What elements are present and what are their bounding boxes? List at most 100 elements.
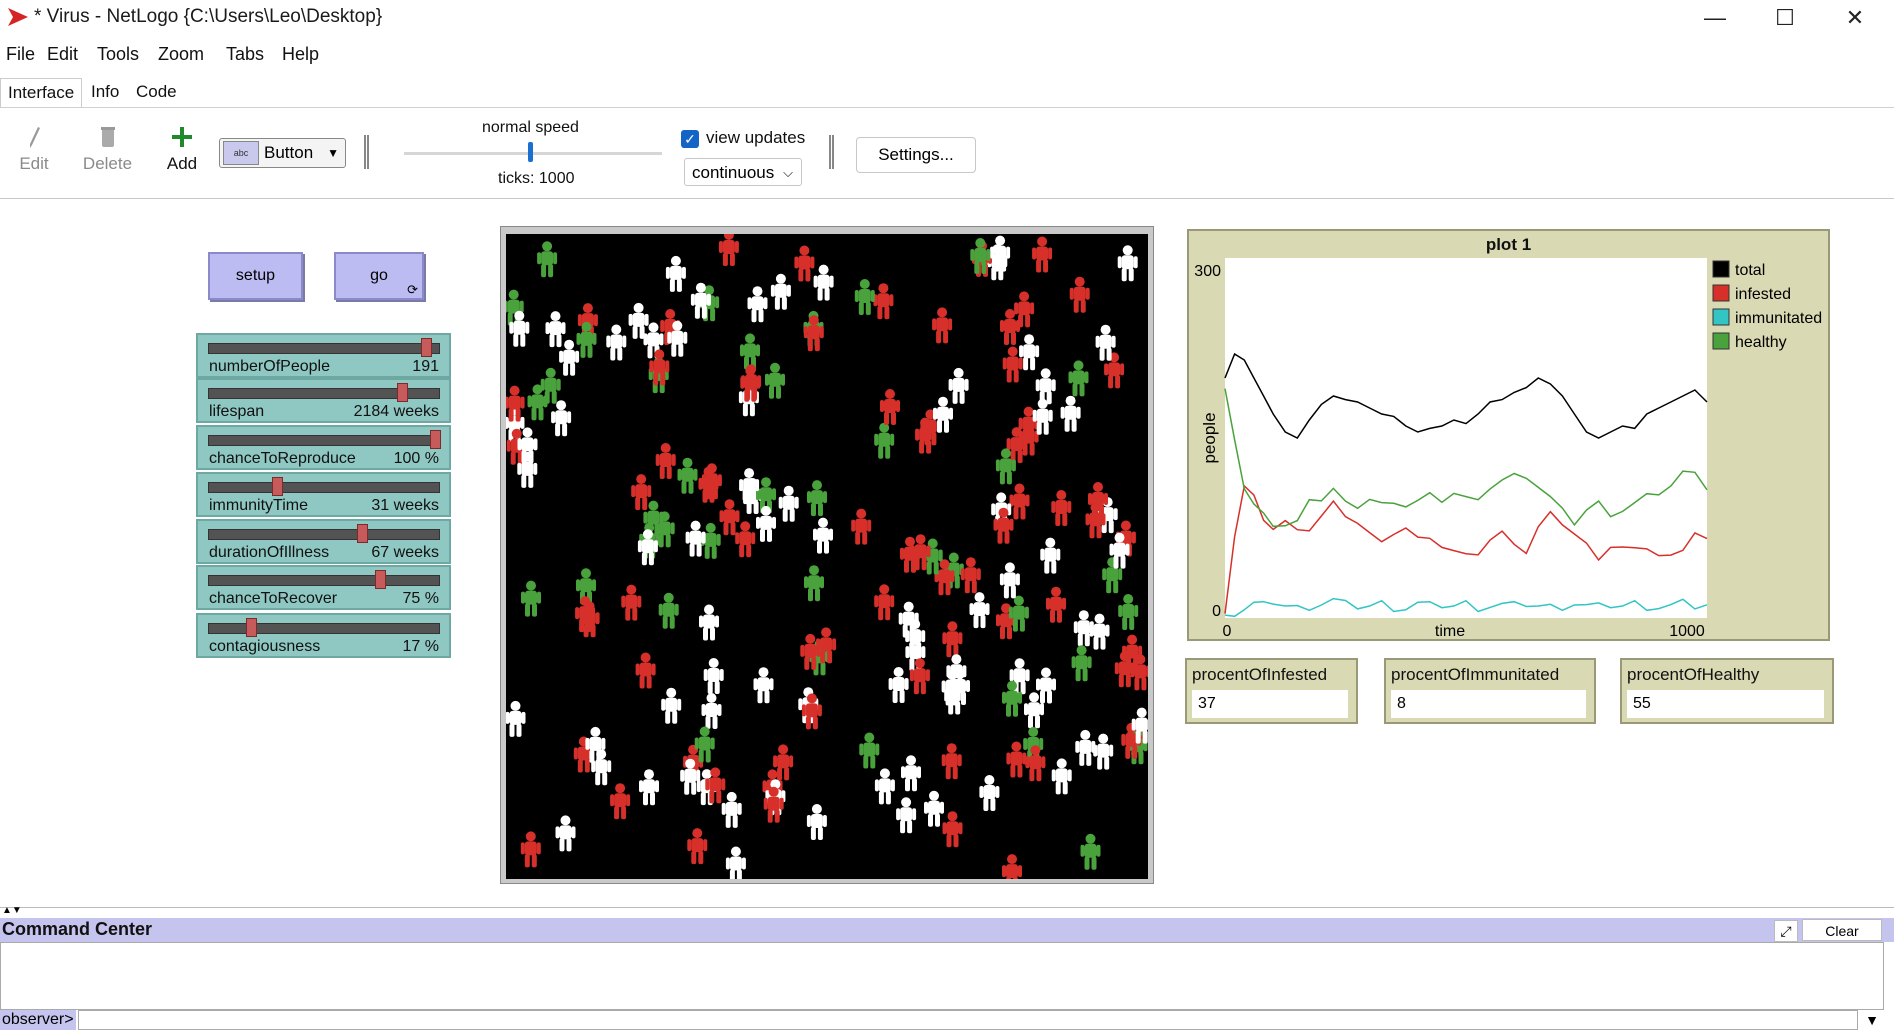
world-view[interactable]	[500, 226, 1154, 884]
person-turtle	[1122, 634, 1143, 671]
slider-value: 31 weeks	[371, 497, 439, 514]
go-button[interactable]: go ⟳	[334, 252, 424, 300]
monitor-healthy: procentOfHealthy 55	[1620, 658, 1834, 724]
person-turtle	[1032, 236, 1053, 273]
tab-interface[interactable]: Interface	[0, 78, 83, 107]
update-mode-select[interactable]: continuous ⌵	[684, 158, 802, 186]
legend-label-healthy: healthy	[1735, 334, 1787, 351]
slider-chanceToRecover[interactable]: chanceToRecover 75 %	[196, 565, 451, 610]
menu-help[interactable]: Help	[282, 44, 320, 64]
person-turtle	[1006, 741, 1027, 778]
person-turtle	[995, 448, 1016, 485]
menu-tabs[interactable]: Tabs	[226, 44, 265, 64]
monitor-label: procentOfImmunitated	[1391, 665, 1560, 684]
slider-thumb[interactable]	[430, 430, 441, 449]
slider-durationOfIllness[interactable]: durationOfIllness 67 weeks	[196, 519, 451, 564]
series-line-healthy	[1224, 388, 1708, 528]
command-input[interactable]	[78, 1010, 1858, 1030]
slider-track[interactable]	[208, 388, 440, 399]
slider-numberOfPeople[interactable]: numberOfPeople 191	[196, 333, 451, 378]
person-turtle	[990, 235, 1011, 272]
minimize-button[interactable]: —	[1704, 5, 1726, 30]
person-turtle	[1051, 758, 1072, 795]
slider-contagiousness[interactable]: contagiousness 17 %	[196, 613, 451, 658]
maximize-button[interactable]: ☐	[1775, 5, 1795, 30]
person-turtle	[806, 804, 827, 840]
menu-edit[interactable]: Edit	[47, 44, 79, 64]
person-turtle	[900, 536, 920, 573]
slider-thumb[interactable]	[421, 338, 432, 357]
y-max-label: 300	[1194, 263, 1221, 280]
widget-type-select[interactable]: abc Button ▼	[219, 138, 346, 168]
view-updates-checkbox[interactable]: ✓	[681, 130, 699, 148]
slider-thumb[interactable]	[246, 618, 257, 637]
title-bar	[0, 0, 1894, 36]
slider-thumb[interactable]	[375, 570, 386, 589]
menu-zoom[interactable]: Zoom	[158, 44, 205, 64]
person-turtle	[859, 732, 880, 769]
person-turtle	[576, 321, 597, 358]
slider-thumb[interactable]	[272, 477, 283, 496]
person-turtle	[888, 667, 909, 703]
person-turtle	[509, 310, 530, 347]
slider-thumb[interactable]	[357, 524, 368, 543]
add-label: Add	[166, 154, 198, 173]
monitor-value: 37	[1192, 690, 1348, 718]
person-turtle	[705, 767, 726, 804]
world-canvas[interactable]	[506, 234, 1148, 879]
clear-button[interactable]: Clear	[1802, 919, 1882, 941]
legend-swatch	[1712, 332, 1730, 350]
slider-name: numberOfPeople	[209, 358, 330, 375]
slider-track[interactable]	[208, 343, 440, 354]
tab-info[interactable]: Info	[91, 82, 120, 101]
popout-icon[interactable]: ⤢	[1774, 920, 1798, 942]
person-turtle	[1000, 309, 1020, 345]
person-turtle	[661, 687, 682, 724]
person-turtle	[999, 562, 1020, 599]
setup-button[interactable]: setup	[208, 252, 303, 300]
person-turtle	[763, 786, 784, 823]
person-turtle	[687, 828, 708, 865]
menu-file[interactable]: File	[6, 44, 36, 64]
person-turtle	[537, 241, 558, 278]
history-dropdown-icon[interactable]: ▼	[1865, 1012, 1879, 1028]
slider-track[interactable]	[208, 575, 440, 586]
add-tool[interactable]: Add	[162, 125, 202, 174]
splitter-arrows-icon[interactable]: ▲▼	[2, 905, 22, 916]
speed-slider-thumb[interactable]	[528, 142, 533, 162]
slider-track[interactable]	[208, 529, 440, 540]
speed-slider-track[interactable]	[404, 152, 662, 155]
person-turtle	[948, 367, 969, 404]
person-turtle	[778, 485, 799, 522]
splitter[interactable]	[0, 907, 1894, 908]
slider-chanceToReproduce[interactable]: chanceToReproduce 100 %	[196, 425, 451, 470]
person-turtle	[698, 466, 719, 503]
observer-prompt[interactable]: observer>	[0, 1010, 76, 1030]
slider-track[interactable]	[208, 623, 440, 634]
slider-thumb[interactable]	[397, 383, 408, 402]
person-turtle	[665, 255, 686, 292]
tab-code[interactable]: Code	[136, 82, 177, 101]
person-turtle	[654, 511, 675, 548]
slider-track[interactable]	[208, 482, 440, 493]
edit-tool[interactable]: Edit	[14, 125, 54, 174]
person-turtle	[520, 831, 541, 868]
person-turtle	[637, 529, 658, 566]
plot-panel[interactable]: plot 1 300 0 0 1000 time people total inf…	[1187, 229, 1830, 641]
y-min-label: 0	[1212, 603, 1221, 620]
close-button[interactable]: ✕	[1845, 5, 1865, 30]
person-turtle	[873, 283, 894, 320]
chevron-down-icon: ⌵	[783, 165, 793, 180]
ticks-counter: ticks: 1000	[498, 170, 575, 187]
slider-name: chanceToRecover	[209, 590, 338, 607]
person-turtle	[540, 367, 561, 404]
legend-swatch	[1712, 284, 1730, 302]
person-turtle	[932, 307, 953, 344]
delete-tool[interactable]: Delete	[80, 125, 135, 174]
slider-lifespan[interactable]: lifespan 2184 weeks	[196, 378, 451, 423]
slider-immunityTime[interactable]: immunityTime 31 weeks	[196, 472, 451, 517]
slider-track[interactable]	[208, 435, 440, 446]
plot-series	[1224, 352, 1708, 618]
settings-button[interactable]: Settings...	[856, 137, 976, 173]
menu-tools[interactable]: Tools	[97, 44, 140, 64]
